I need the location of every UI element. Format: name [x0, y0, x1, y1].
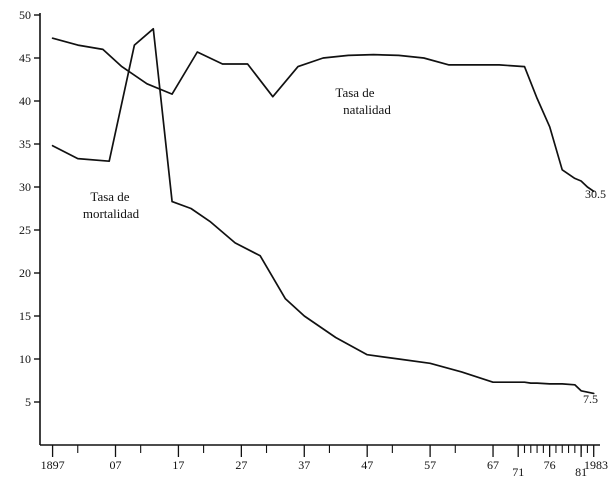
series-line-mortalidad	[51, 27, 595, 395]
annotation-natalidad-line-1: Tasa de	[335, 85, 374, 100]
x-tick-label: 67	[487, 458, 499, 472]
axes: 5 10 15 20 25 30 35 40 45 50 1897 07 17 27 37 47 57 67 71 7…	[19, 8, 608, 479]
x-tick-label: 17	[172, 458, 184, 472]
y-tick-label: 50	[19, 8, 31, 22]
x-tick-label: 1897	[41, 458, 65, 472]
y-tick-label: 35	[19, 137, 31, 151]
x-tick-label: 57	[424, 458, 436, 472]
y-tick-label: 15	[19, 309, 31, 323]
x-tick-label: 37	[298, 458, 310, 472]
x-tick-label: 76	[544, 458, 556, 472]
y-tick-label: 40	[19, 94, 31, 108]
x-tick-label: 71	[512, 465, 524, 479]
y-tick-label: 20	[19, 266, 31, 280]
annotation-mortalidad-line-1: Tasa de	[90, 189, 129, 204]
y-tick-label: 45	[19, 51, 31, 65]
x-tick-label: 81	[575, 465, 587, 479]
series-end-label-natalidad: 30.5	[585, 187, 606, 201]
x-tick-label: 27	[235, 458, 247, 472]
x-tick-label: 1983	[584, 458, 608, 472]
x-tick-label: 47	[361, 458, 373, 472]
series-line-natalidad	[51, 37, 595, 193]
series-layer	[51, 27, 595, 395]
annotation-mortalidad-line-2: mortalidad	[83, 206, 140, 221]
y-tick-label: 25	[19, 223, 31, 237]
labels-layer: Tasa de natalidad Tasa de mortalidad 30.…	[83, 85, 606, 406]
annotation-natalidad-line-2: natalidad	[343, 102, 391, 117]
x-tick-label: 07	[110, 458, 122, 472]
y-tick-label: 5	[25, 395, 31, 409]
series-end-label-mortalidad: 7.5	[583, 392, 598, 406]
y-tick-label: 10	[19, 352, 31, 366]
y-tick-label: 30	[19, 180, 31, 194]
